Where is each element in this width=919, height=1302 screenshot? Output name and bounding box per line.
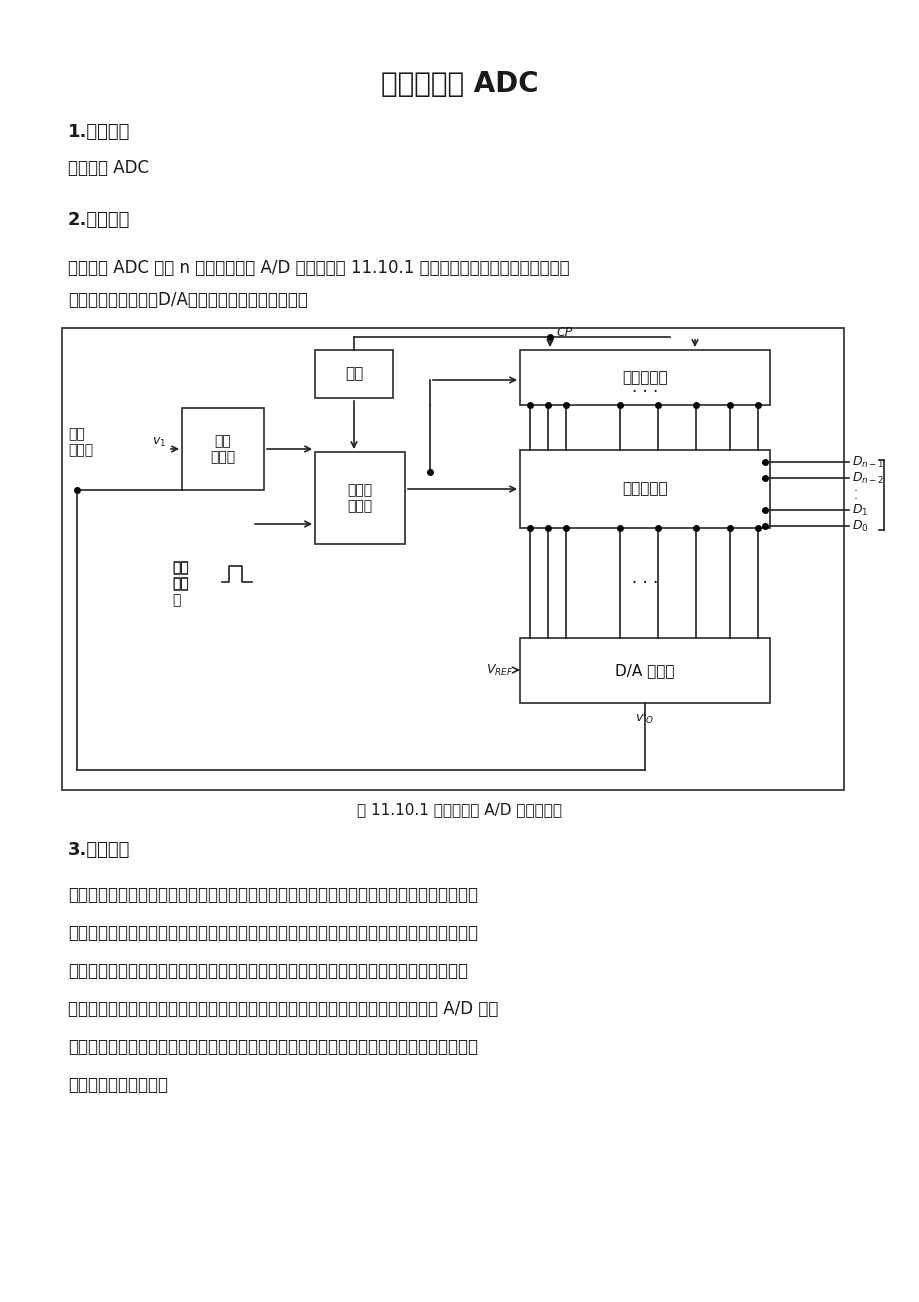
Text: 移位寄存器: 移位寄存器 [621,370,667,385]
Text: 被称物体行进比较，若物体重于砝码，则该砝码保留，否则移去。再加上第二个次重砝码，由: 被称物体行进比较，若物体重于砝码，则该砝码保留，否则移去。再加上第二个次重砝码，… [68,924,478,943]
Text: 电压
比较器: 电压 比较器 [210,434,235,464]
Text: 直接转换 ADC: 直接转换 ADC [68,159,149,177]
Text: $v'_O$: $v'_O$ [635,710,654,727]
Text: CP: CP [555,327,572,340]
Text: 逐次逼近转换过程和用天平称物重非常相似。天平称重物过程是，从最重的砝码开始试放，与: 逐次逼近转换过程和用天平称物重非常相似。天平称重物过程是，从最重的砝码开始试放，… [68,885,478,904]
Text: · · ·: · · · [631,383,657,401]
Text: ·: · [853,493,857,506]
Text: · · ·: · · · [631,574,657,592]
Text: 冲: 冲 [172,592,180,607]
Text: 数据寄存器: 数据寄存器 [621,482,667,496]
Text: 3.工作原理: 3.工作原理 [68,841,130,859]
Text: 物体的重量是否大于砝码的重量决定第二个砝码是留下还是移去。照此一直到最小一个砝码: 物体的重量是否大于砝码的重量决定第二个砝码是留下还是移去。照此一直到最小一个砝码 [68,962,468,980]
Text: 近输入模拟量对应值。: 近输入模拟量对应值。 [68,1075,168,1094]
Text: $v_1$: $v_1$ [152,435,166,449]
Bar [182,408,264,490]
Text: 启动
脉冲: 启动 脉冲 [172,560,188,590]
Bar [314,350,392,398]
Text: 器，就是将输入模拟信号与不同的参考电压作多次比较，使转换所得的数字量在数值上逐次逼: 器，就是将输入模拟信号与不同的参考电压作多次比较，使转换所得的数字量在数值上逐次… [68,1038,478,1056]
Text: 量输入: 量输入 [68,443,93,457]
Text: 1.转换方式: 1.转换方式 [68,122,130,141]
Text: 图 11.10.1 逐次比较型 A/D 转换器框图: 图 11.10.1 逐次比较型 A/D 转换器框图 [357,802,562,818]
Text: 2.电路结构: 2.电路结构 [68,211,130,229]
Bar [314,452,404,544]
Bar [519,638,769,703]
Text: 为止。将所有留下的砝码重量相加，就得此物体的重量。仿照这一思路，逐次比较型 A/D 转换: 为止。将所有留下的砝码重量相加，就得此物体的重量。仿照这一思路，逐次比较型 A/… [68,1000,498,1018]
Text: $D_{n-1}$: $D_{n-1}$ [851,454,884,470]
Text: $D_1$: $D_1$ [851,503,868,518]
Text: 逐次比较型 ADC: 逐次比较型 ADC [380,70,539,98]
Bar [519,350,769,405]
Bar [62,328,843,790]
Text: 模拟: 模拟 [68,427,85,441]
Bar [519,450,769,529]
Text: 生器、移位寄存器、D/A转换器及电压比较器组成。: 生器、移位寄存器、D/A转换器及电压比较器组成。 [68,292,308,309]
Text: 时钟: 时钟 [345,366,363,381]
Text: ·: · [853,486,857,499]
Text: $D_{n-2}$: $D_{n-2}$ [851,470,883,486]
Text: 控制逻
辑电路: 控制逻 辑电路 [347,483,372,513]
Text: D/A 转换器: D/A 转换器 [615,663,674,678]
Text: 脉冲: 脉冲 [172,577,188,591]
Text: $D_0$: $D_0$ [851,518,868,534]
Text: 逐次逼近 ADC 包括 n 位逐次比较型 A/D 转换器如图 11.10.1 所示。它由控制逻辑电路、时序产: 逐次逼近 ADC 包括 n 位逐次比较型 A/D 转换器如图 11.10.1 所… [68,259,569,277]
Text: ·: · [853,500,857,513]
Text: 启动: 启动 [172,561,188,575]
Text: $V_{REF}$: $V_{REF}$ [485,663,513,677]
